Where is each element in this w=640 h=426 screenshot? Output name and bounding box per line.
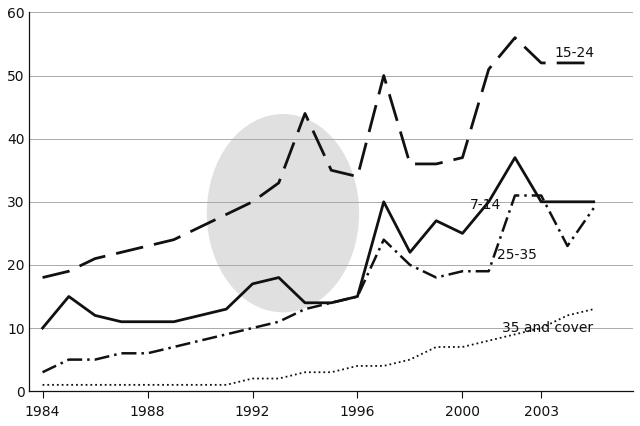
Text: 35 and cover: 35 and cover — [502, 321, 593, 335]
Text: 7-14: 7-14 — [470, 198, 502, 212]
Text: 15-24: 15-24 — [554, 46, 595, 60]
Ellipse shape — [207, 115, 358, 312]
Text: 25-35: 25-35 — [497, 248, 536, 262]
